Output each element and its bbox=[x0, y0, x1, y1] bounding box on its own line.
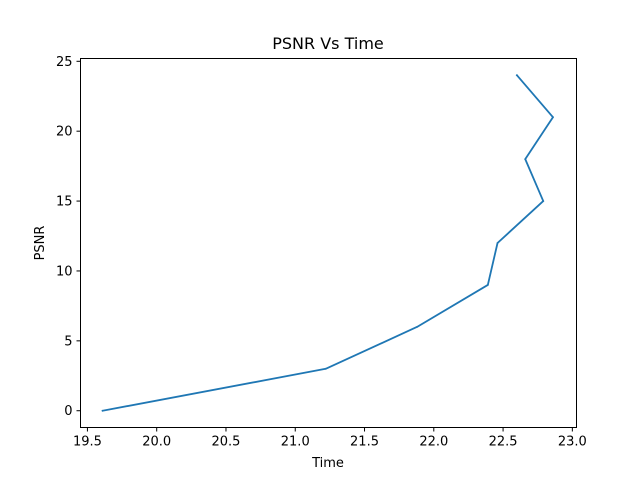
data-point bbox=[416, 325, 419, 328]
x-tick-label: 22.5 bbox=[489, 435, 518, 450]
data-point bbox=[324, 367, 327, 370]
y-tick-label: 10 bbox=[56, 264, 73, 279]
data-point bbox=[516, 74, 518, 77]
data-point bbox=[496, 242, 499, 244]
y-tick-label: 25 bbox=[56, 55, 73, 70]
x-axis: 19.5 20.0 20.5 21.0 21.5 22.0 22.5 23.0 bbox=[73, 427, 587, 450]
data-point bbox=[101, 409, 104, 412]
chart-title: PSNR Vs Time bbox=[272, 34, 384, 53]
y-axis-label: PSNR bbox=[33, 226, 48, 261]
plot-frame bbox=[80, 58, 577, 428]
y-axis: 0 5 10 15 20 25 bbox=[56, 55, 81, 419]
x-tick-label: 21.0 bbox=[281, 435, 310, 450]
x-tick-label: 23.0 bbox=[558, 435, 587, 450]
data-point bbox=[552, 116, 554, 119]
x-tick-label: 21.5 bbox=[350, 435, 379, 450]
data-point bbox=[524, 158, 527, 161]
data-point bbox=[486, 284, 489, 286]
x-axis-label: Time bbox=[311, 456, 344, 471]
y-tick-label: 0 bbox=[64, 404, 72, 419]
x-tick-label: 19.5 bbox=[73, 435, 102, 450]
y-tick-label: 20 bbox=[56, 125, 73, 140]
series-layer bbox=[101, 74, 554, 412]
x-tick-label: 22.0 bbox=[419, 435, 448, 450]
y-tick-label: 5 bbox=[64, 334, 72, 349]
x-tick-label: 20.0 bbox=[142, 435, 171, 450]
x-tick-label: 20.5 bbox=[211, 435, 240, 450]
y-tick-label: 15 bbox=[56, 195, 73, 210]
data-point bbox=[542, 200, 545, 202]
